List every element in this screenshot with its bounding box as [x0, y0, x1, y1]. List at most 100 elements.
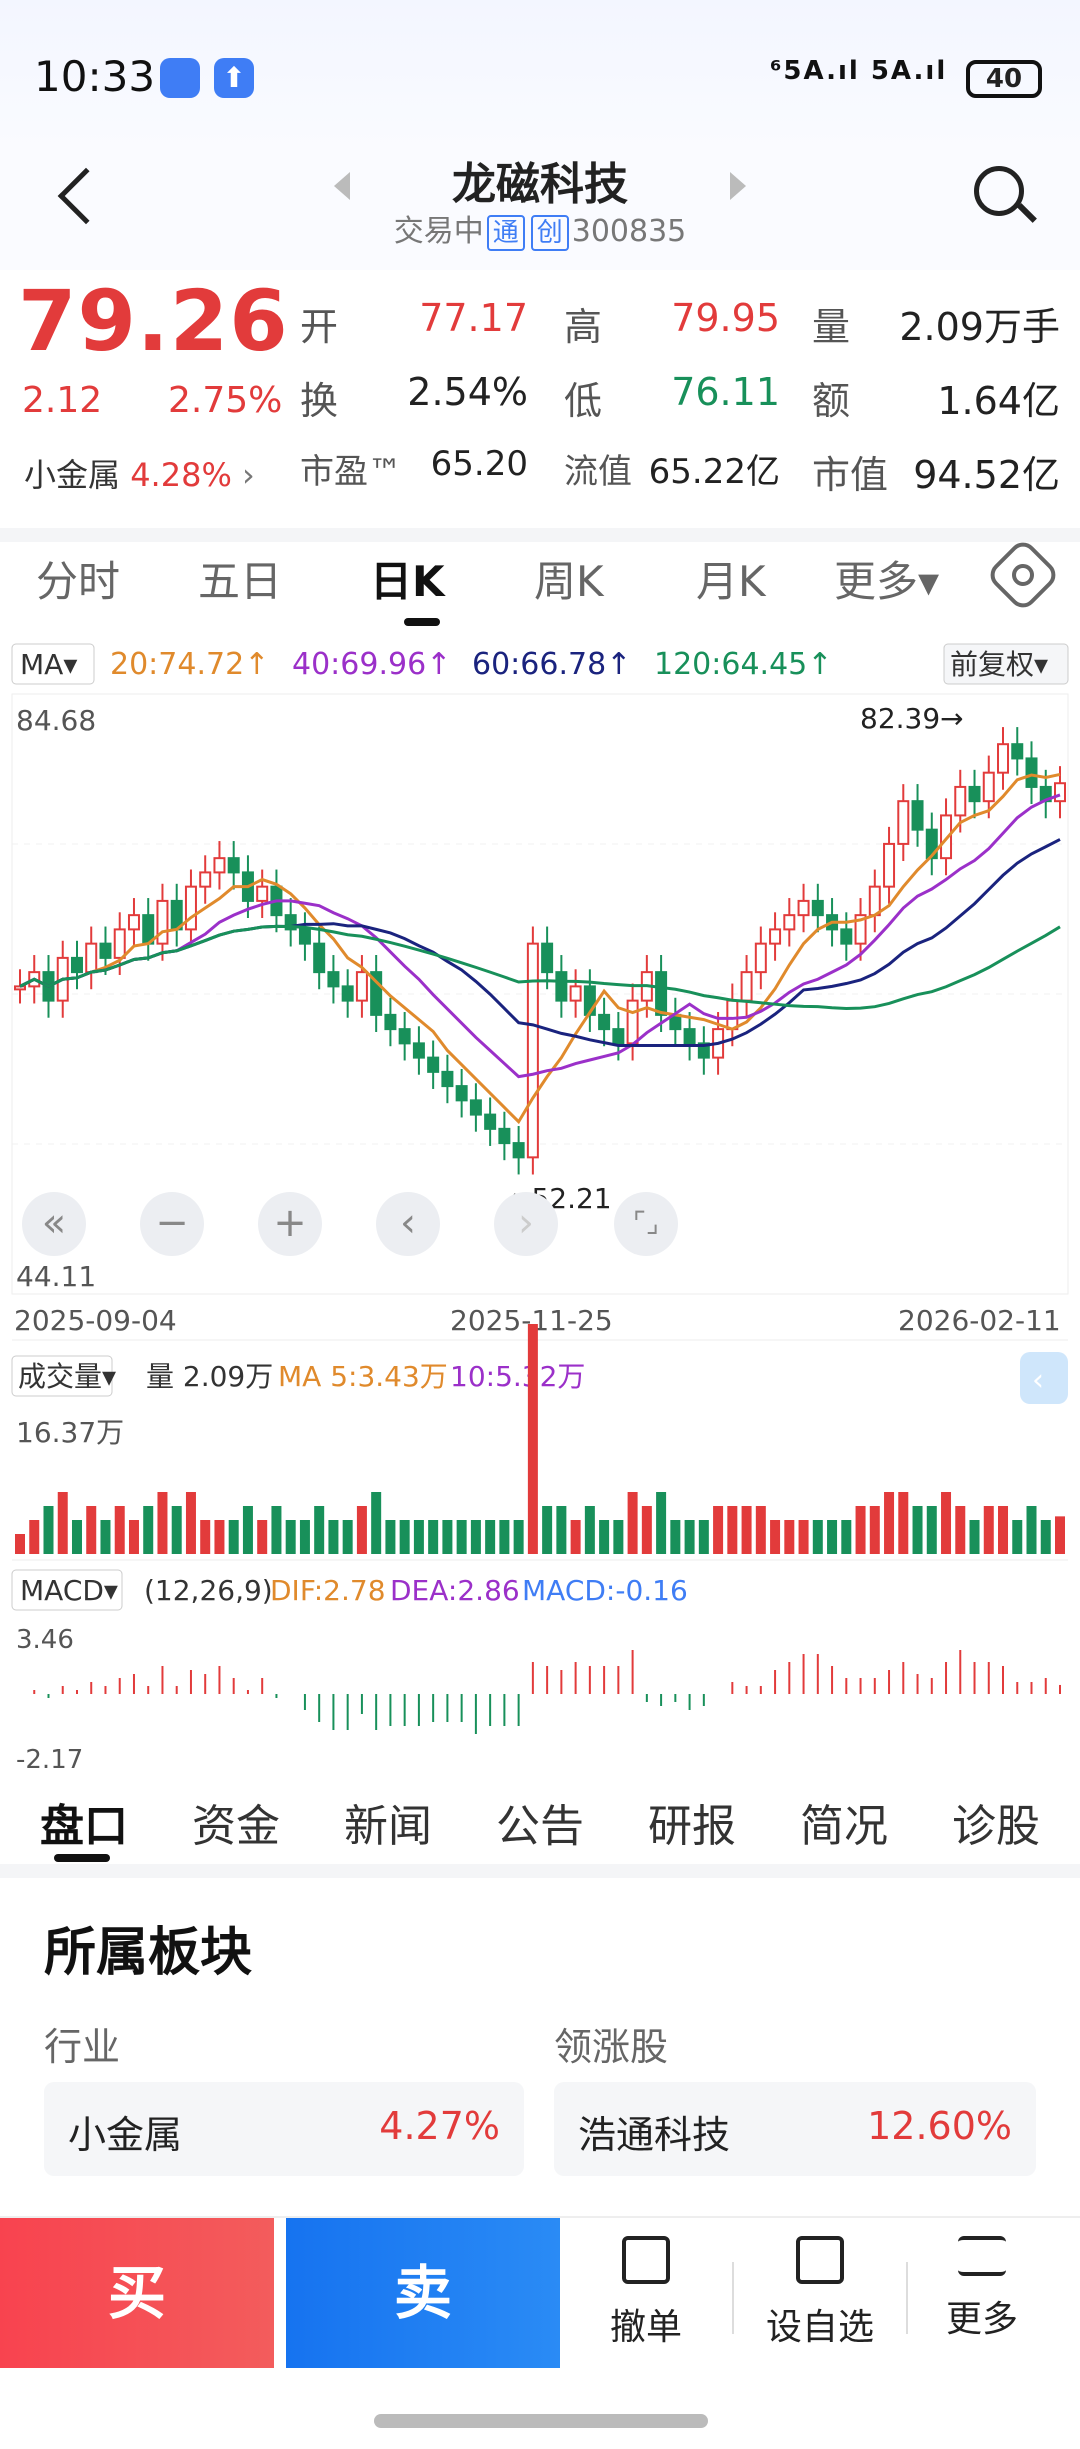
- volume-bar: [898, 1492, 909, 1554]
- menu-icon: [958, 2236, 1006, 2276]
- volume-ma10: 10:5.32万: [450, 1360, 585, 1393]
- ma-selector[interactable]: [11, 643, 95, 685]
- upload-icon: ⬆: [214, 58, 254, 98]
- candle-body: [598, 1013, 611, 1031]
- trading-status: 交易中: [393, 214, 484, 249]
- scroll-left-button[interactable]: ‹: [376, 1192, 440, 1256]
- volume-bar: [200, 1520, 211, 1554]
- volume-bar: [841, 1520, 852, 1554]
- more-label: 更多: [945, 2299, 1018, 2340]
- candle-body: [854, 914, 867, 945]
- signal-icon: ⁶5A.ıl 5A.ıl: [770, 56, 948, 86]
- macd-value: MACD:-0.16: [522, 1574, 688, 1607]
- volume-bar: [29, 1520, 40, 1554]
- prev-stock-icon[interactable]: [334, 172, 350, 200]
- pe-label: 市盈™: [300, 452, 402, 492]
- tab-diagnosis[interactable]: 诊股: [952, 1801, 1040, 1852]
- zoom-out-full-button[interactable]: «: [22, 1192, 86, 1256]
- macd-axis-bottom: -2.17: [16, 1745, 83, 1774]
- tab-monthly-k[interactable]: 月K: [696, 557, 766, 606]
- sell-button[interactable]: 卖: [286, 2218, 560, 2368]
- volume-bar: [185, 1492, 196, 1554]
- kline-chart[interactable]: MA▾ 20:74.72↑ 40:69.96↑ 60:66.78↑ 120:64…: [0, 634, 1080, 1774]
- section-tab-indicator: [54, 1854, 110, 1862]
- home-indicator[interactable]: [374, 2414, 708, 2428]
- battery-icon: 40: [966, 60, 1042, 98]
- tab-weekly-k[interactable]: 周K: [534, 557, 604, 606]
- tab-more[interactable]: 更多▾: [834, 557, 940, 606]
- fullscreen-button[interactable]: ⌜⌟: [614, 1192, 678, 1256]
- volume-bar: [941, 1492, 952, 1554]
- candle-body: [697, 1042, 710, 1059]
- search-icon[interactable]: [974, 166, 1024, 216]
- more-button[interactable]: 更多: [902, 2236, 1062, 2342]
- date-label-start: 2025-09-04: [14, 1304, 177, 1337]
- tab-intraday[interactable]: 分时: [36, 557, 121, 606]
- volume-bar: [969, 1520, 980, 1554]
- candle-body: [982, 771, 995, 803]
- candle-body: [384, 1013, 397, 1031]
- turnover-value: 2.54%: [407, 370, 528, 414]
- volume-bar: [371, 1492, 382, 1554]
- add-watchlist-button[interactable]: 设自选: [740, 2236, 900, 2350]
- zoom-out-button[interactable]: −: [140, 1192, 204, 1256]
- open-label: 开: [300, 305, 339, 349]
- candle-body: [754, 942, 767, 974]
- adjust-selector[interactable]: [943, 643, 1069, 685]
- volume-bar: [342, 1520, 353, 1554]
- volume-bar: [812, 1520, 823, 1554]
- ma120-label: 120:64.45↑: [654, 647, 832, 682]
- volume-bar: [727, 1506, 738, 1554]
- volume-bar: [43, 1506, 54, 1554]
- tab-five-day[interactable]: 五日: [198, 557, 283, 606]
- volume-bar: [499, 1520, 510, 1554]
- candle-body: [70, 956, 83, 974]
- macd-selector[interactable]: [11, 1569, 123, 1611]
- candle-body: [940, 814, 953, 860]
- buy-button[interactable]: 买: [0, 2218, 274, 2368]
- candle-body: [441, 1070, 454, 1088]
- collapse-panel-button[interactable]: [1020, 1352, 1068, 1404]
- volume-bar: [214, 1520, 225, 1554]
- leader-card[interactable]: 浩通科技 12.60%: [554, 2082, 1036, 2176]
- message-icon: [160, 58, 200, 98]
- high-annotation: 82.39→: [860, 702, 964, 735]
- tab-research[interactable]: 研报: [648, 1801, 736, 1852]
- volume-bar: [983, 1506, 994, 1554]
- tab-announcements[interactable]: 公告: [496, 1801, 584, 1852]
- scroll-right-button[interactable]: ›: [494, 1192, 558, 1256]
- volume-axis-max: 16.37万: [16, 1416, 124, 1449]
- volume-bar: [869, 1506, 880, 1554]
- tag-tong[interactable]: 通: [486, 215, 525, 251]
- candle-body: [769, 928, 782, 945]
- volume-bar: [15, 1534, 25, 1554]
- ma120-line: [19, 924, 1061, 1010]
- sector-link[interactable]: 小金属 4.28% ›: [24, 450, 255, 496]
- low-label: 低: [564, 379, 603, 423]
- industry-card[interactable]: 小金属 4.27%: [44, 2082, 524, 2176]
- tab-funds[interactable]: 资金: [192, 1801, 280, 1852]
- tag-chuang[interactable]: 创: [530, 215, 569, 251]
- tab-daily-k[interactable]: 日K: [370, 557, 445, 606]
- tab-order-book[interactable]: 盘口: [40, 1801, 128, 1852]
- volume-bar: [299, 1520, 310, 1554]
- tab-news[interactable]: 新闻: [344, 1801, 432, 1852]
- candle-body: [14, 985, 26, 991]
- volume-bar: [755, 1506, 766, 1554]
- current-price: 79.26: [18, 272, 289, 370]
- candle-body: [883, 842, 896, 888]
- price-axis-top: 84.68: [16, 704, 96, 737]
- next-stock-icon[interactable]: [730, 172, 746, 200]
- candle-body: [811, 899, 824, 917]
- tab-profile[interactable]: 简况: [800, 1801, 888, 1852]
- macd-dif: DIF:2.78: [270, 1574, 386, 1607]
- volume-bar: [613, 1520, 624, 1554]
- volume-selector[interactable]: [11, 1355, 113, 1397]
- cancel-order-button[interactable]: 撤单: [566, 2236, 726, 2350]
- volume-bar: [1055, 1516, 1065, 1554]
- candle-body: [398, 1028, 411, 1045]
- zoom-in-button[interactable]: +: [258, 1192, 322, 1256]
- volume-bar: [770, 1520, 781, 1554]
- volume-bar: [741, 1506, 752, 1554]
- candle-body: [113, 928, 126, 959]
